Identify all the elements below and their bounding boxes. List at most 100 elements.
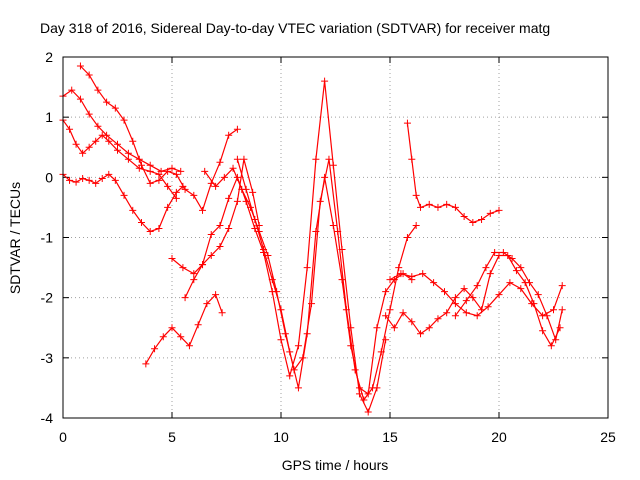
data-point	[151, 345, 159, 353]
data-point	[216, 158, 224, 166]
data-point	[408, 273, 416, 281]
data-point	[412, 191, 420, 199]
data-point	[181, 185, 189, 193]
data-point	[159, 333, 167, 341]
data-point	[207, 230, 215, 238]
data-point	[164, 167, 172, 175]
data-point	[164, 203, 172, 211]
y-tick-label--3: -3	[41, 350, 54, 366]
data-point	[552, 336, 560, 344]
series-track-10	[403, 119, 503, 226]
series-track-1	[59, 170, 187, 235]
data-point	[92, 137, 100, 145]
data-point	[550, 306, 557, 314]
data-point	[229, 164, 237, 172]
data-point	[79, 149, 87, 157]
data-point	[425, 324, 433, 332]
data-point	[216, 243, 224, 251]
data-point	[382, 312, 390, 320]
x-tick-label-15: 15	[382, 429, 398, 445]
data-point	[72, 140, 80, 148]
data-point	[190, 191, 198, 199]
data-point	[495, 291, 503, 299]
data-point	[499, 249, 507, 257]
data-point	[225, 194, 233, 202]
data-point	[469, 218, 477, 226]
data-point	[172, 188, 180, 196]
y-tick-label--1: -1	[41, 230, 54, 246]
data-point	[547, 342, 555, 350]
data-point	[425, 200, 433, 208]
data-point	[179, 264, 187, 272]
data-point	[506, 279, 514, 287]
x-tick-label-5: 5	[168, 429, 176, 445]
data-point	[360, 396, 368, 404]
data-point	[66, 176, 74, 184]
data-point	[277, 306, 285, 314]
data-point	[137, 161, 145, 169]
data-point	[329, 221, 337, 229]
data-point	[460, 212, 468, 220]
series-track-2	[59, 86, 185, 175]
data-point	[364, 390, 372, 398]
data-point	[386, 306, 394, 314]
data-point	[451, 203, 459, 211]
data-point	[473, 312, 481, 320]
data-point	[303, 330, 311, 338]
plot-frame	[62, 56, 609, 419]
data-point	[207, 252, 215, 260]
data-point	[417, 203, 425, 211]
data-point	[76, 95, 84, 103]
data-point	[146, 179, 154, 187]
data-point	[249, 188, 257, 196]
data-point	[286, 348, 294, 356]
data-point	[79, 175, 87, 183]
data-point	[451, 300, 459, 308]
data-point	[377, 348, 385, 356]
data-point	[190, 276, 198, 284]
x-axis-label: GPS time / hours	[282, 457, 389, 473]
series-track-13	[451, 249, 566, 344]
data-point	[508, 255, 516, 263]
data-point	[85, 143, 93, 151]
data-point	[85, 176, 93, 184]
data-point	[98, 131, 106, 139]
data-point	[443, 309, 451, 317]
data-point	[225, 224, 233, 232]
data-point	[491, 249, 499, 257]
y-axis-label: SDTVAR / TECUs	[7, 182, 23, 294]
data-point	[251, 215, 259, 223]
data-point	[168, 324, 176, 332]
data-point	[412, 221, 420, 229]
data-point	[68, 86, 76, 94]
data-point	[325, 155, 333, 163]
data-point	[203, 300, 211, 308]
data-point	[177, 333, 185, 341]
series-line-track-3	[62, 119, 177, 199]
x-tick-label-25: 25	[600, 429, 616, 445]
data-point	[462, 309, 470, 317]
x-tick-label-10: 10	[273, 429, 289, 445]
data-point	[460, 285, 468, 293]
series-track-3	[59, 116, 180, 202]
y-tick-label--2: -2	[41, 290, 54, 306]
data-point	[403, 234, 411, 241]
series-track-4	[76, 62, 241, 214]
data-point	[220, 173, 228, 181]
data-point	[172, 170, 180, 178]
data-point	[434, 203, 442, 211]
y-tick-label--4: -4	[41, 410, 54, 426]
data-point	[382, 288, 390, 296]
data-point	[199, 206, 207, 214]
data-point	[417, 330, 425, 338]
data-point	[124, 155, 132, 163]
data-point	[199, 261, 207, 269]
data-point	[85, 71, 93, 79]
data-point	[478, 215, 486, 223]
data-point	[137, 218, 145, 226]
data-point	[114, 146, 121, 154]
data-point	[321, 173, 329, 181]
data-point	[294, 384, 302, 392]
y-tick-label-2: 2	[45, 49, 53, 65]
data-point	[111, 104, 119, 112]
